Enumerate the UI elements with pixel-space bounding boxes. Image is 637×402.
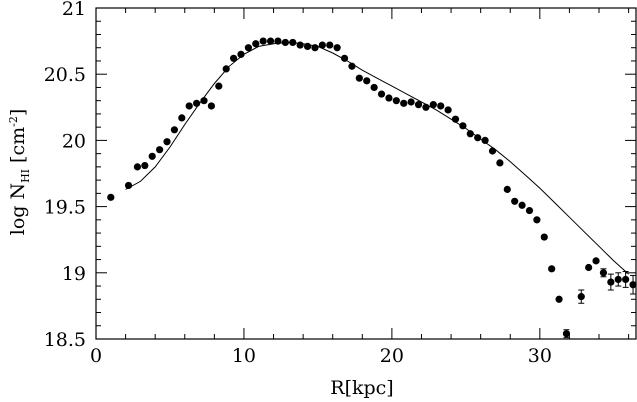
data-point <box>496 159 504 167</box>
data-point <box>266 37 275 45</box>
data-point <box>429 101 437 109</box>
data-point <box>599 269 608 277</box>
data-point <box>252 40 260 48</box>
data-point <box>466 130 474 138</box>
data-point <box>222 65 230 73</box>
data-point <box>607 278 615 286</box>
x-tick-label: 30 <box>528 345 552 367</box>
y-axis-label-main: log N <box>7 183 29 235</box>
data-point <box>340 54 349 62</box>
data-point <box>459 122 467 130</box>
y-tick-label: 20.5 <box>44 64 86 86</box>
data-point <box>407 98 415 106</box>
data-point <box>555 295 563 303</box>
data-point <box>170 126 179 134</box>
y-tick-label: 18.5 <box>44 329 86 351</box>
y-axis-label-unit-open: [cm <box>7 127 29 163</box>
data-point <box>533 216 541 224</box>
data-point <box>237 50 245 58</box>
data-point <box>244 44 252 52</box>
y-axis-label-exponent: -2 <box>7 116 20 127</box>
data-point <box>592 257 600 265</box>
y-tick-label: 19 <box>62 263 86 285</box>
data-point <box>525 206 534 215</box>
data-point <box>518 201 526 209</box>
tick-labels: 0 10 20 30 18.5 19 19.5 20 20.5 21 <box>44 0 552 367</box>
y-tick-label: 19.5 <box>44 197 86 219</box>
data-point <box>392 97 400 105</box>
data-point <box>178 114 186 122</box>
model-curve <box>125 41 629 275</box>
data-point <box>437 102 445 110</box>
data-point <box>333 44 341 52</box>
y-axis-label-subscript: HI <box>19 169 32 183</box>
data-point <box>259 37 267 45</box>
data-point <box>348 62 356 70</box>
data-point <box>577 293 585 301</box>
data-point <box>414 101 423 109</box>
data-point <box>422 103 430 111</box>
data-point <box>548 265 556 273</box>
data-point <box>200 97 208 105</box>
data-point <box>281 38 289 47</box>
y-axis-label: log NHI [cm-2] <box>7 109 32 236</box>
data-point <box>377 90 386 98</box>
data-point <box>444 106 452 114</box>
data-point <box>503 185 511 193</box>
y-tick-label: 21 <box>62 0 86 20</box>
plot-frame <box>95 7 637 340</box>
data-point <box>363 77 371 85</box>
data-point <box>303 42 312 50</box>
data-point <box>274 37 282 45</box>
data-point <box>370 83 378 92</box>
data-point <box>133 163 142 171</box>
data-point <box>481 136 489 144</box>
data-point <box>318 41 326 49</box>
data-point <box>540 233 548 241</box>
data-point <box>163 138 171 146</box>
data-point <box>107 193 115 201</box>
data-point <box>124 181 133 190</box>
data-point <box>229 54 238 62</box>
data-point <box>562 330 571 338</box>
data-point <box>296 41 304 49</box>
data-point <box>474 134 482 142</box>
data-point <box>400 99 408 107</box>
x-tick-label: 10 <box>232 345 256 367</box>
data-point <box>622 275 630 284</box>
data-point <box>451 115 460 123</box>
data-point <box>215 82 223 90</box>
y-tick-label: 20 <box>62 130 86 152</box>
data-point <box>207 102 215 110</box>
x-axis-label: R[kpc] <box>330 377 393 399</box>
x-tick-label: 20 <box>380 345 404 367</box>
data-point <box>511 197 519 205</box>
y-axis-label-unit-close: ] <box>7 109 29 116</box>
data-point <box>185 102 193 110</box>
data-point <box>156 146 164 154</box>
data-point <box>311 44 319 52</box>
data-point <box>141 161 149 170</box>
data-point <box>326 41 334 49</box>
data-point <box>289 38 297 47</box>
data-point <box>488 147 497 155</box>
data-point <box>385 94 393 102</box>
axis-ticks <box>95 7 636 340</box>
data-point <box>585 263 593 272</box>
data-point <box>629 281 637 289</box>
data-points <box>107 37 637 338</box>
data-point <box>614 275 622 284</box>
data-point <box>355 74 363 82</box>
data-point <box>193 99 201 107</box>
x-tick-label: 0 <box>90 345 102 367</box>
data-point <box>148 152 156 160</box>
